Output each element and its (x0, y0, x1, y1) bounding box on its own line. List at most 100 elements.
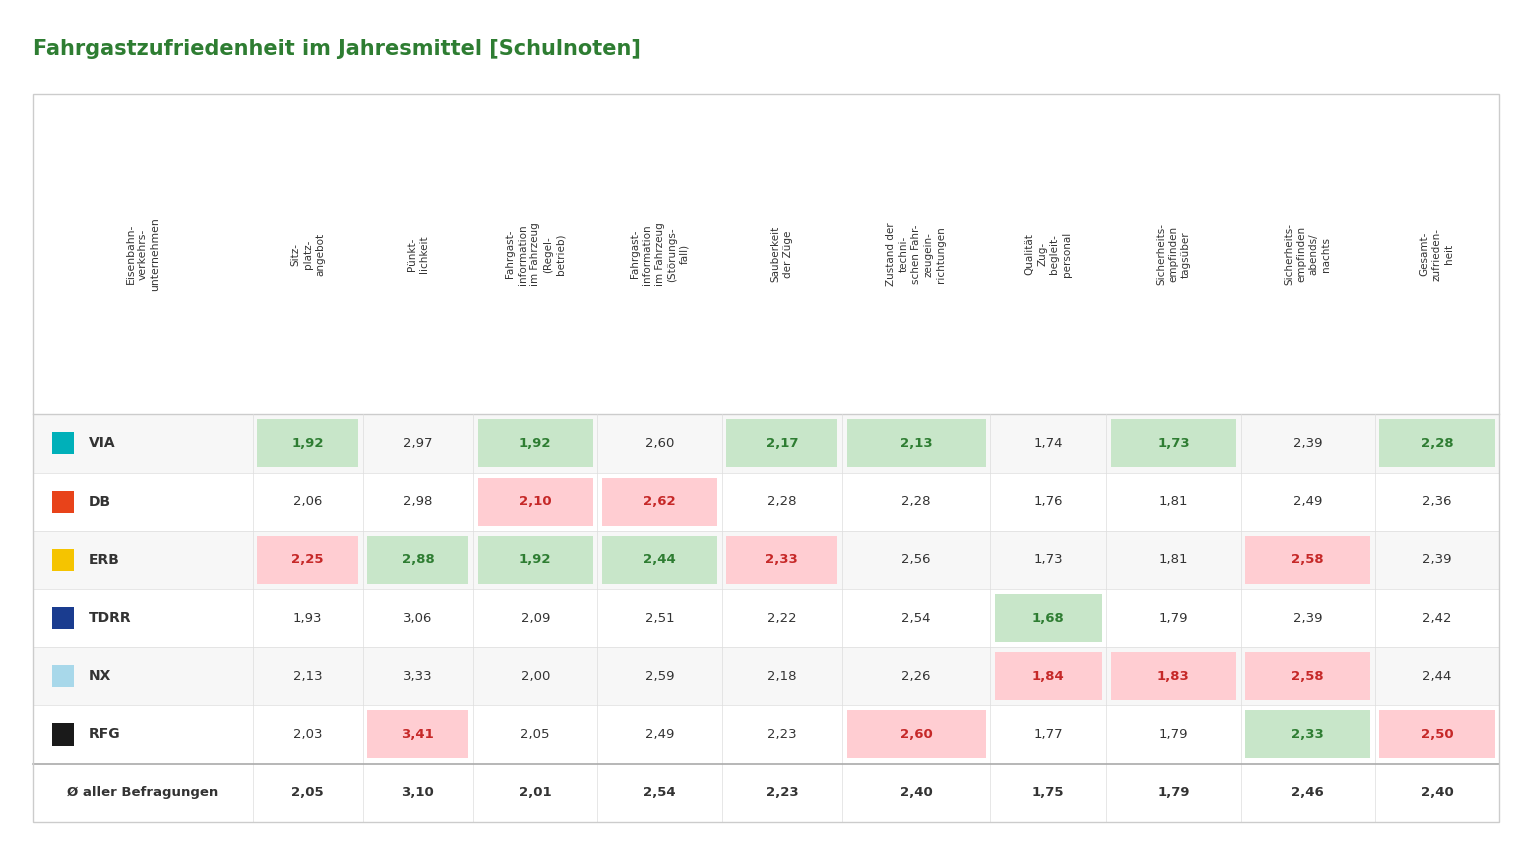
Text: Ø aller Befragungen: Ø aller Befragungen (67, 786, 219, 800)
Text: Sicherheits-
empfinden
abends/
nachts: Sicherheits- empfinden abends/ nachts (1285, 223, 1332, 285)
Text: 1,73: 1,73 (1033, 553, 1062, 567)
Text: 2,13: 2,13 (292, 669, 323, 683)
Text: 2,40: 2,40 (900, 786, 933, 800)
Text: 1,68: 1,68 (1032, 611, 1065, 625)
Text: Sitz-
platz-
angebot: Sitz- platz- angebot (291, 233, 326, 276)
Text: 1,77: 1,77 (1033, 728, 1062, 741)
Text: 3,41: 3,41 (402, 728, 434, 741)
Text: Sauberkeit
der Züge: Sauberkeit der Züge (770, 226, 793, 282)
Bar (257, 419, 358, 467)
Text: 2,44: 2,44 (644, 553, 676, 567)
Text: 1,76: 1,76 (1033, 495, 1062, 508)
Text: 2,18: 2,18 (767, 669, 796, 683)
Text: 2,50: 2,50 (1420, 728, 1454, 741)
Text: 2,54: 2,54 (901, 611, 931, 625)
Bar (52, 665, 75, 687)
Text: 2,05: 2,05 (291, 786, 324, 800)
Text: 1,79: 1,79 (1157, 786, 1190, 800)
Text: 2,42: 2,42 (1422, 611, 1452, 625)
Text: 2,39: 2,39 (1292, 611, 1323, 625)
Text: 2,05: 2,05 (521, 728, 549, 741)
Text: 2,26: 2,26 (901, 669, 931, 683)
Text: 2,62: 2,62 (644, 495, 676, 508)
Text: 2,28: 2,28 (901, 495, 931, 508)
Text: RFG: RFG (90, 728, 120, 741)
Bar (995, 594, 1102, 642)
Bar (33, 705, 1499, 764)
Text: 2,39: 2,39 (1292, 437, 1323, 450)
Text: 2,49: 2,49 (645, 728, 674, 741)
Bar (603, 478, 717, 526)
Text: 2,54: 2,54 (644, 786, 676, 800)
Text: 2,40: 2,40 (1420, 786, 1454, 800)
Text: 2,13: 2,13 (900, 437, 933, 450)
Text: 2,98: 2,98 (403, 495, 432, 508)
Text: 2,33: 2,33 (1291, 728, 1324, 741)
Bar (1111, 652, 1236, 700)
Text: Fahrgast-
information
im Fahrzeug
(Störungs-
fall): Fahrgast- information im Fahrzeug (Störu… (630, 223, 689, 286)
Bar (33, 94, 1499, 414)
Text: 2,36: 2,36 (1422, 495, 1452, 508)
Bar (603, 536, 717, 584)
Text: 1,73: 1,73 (1157, 437, 1190, 450)
Text: 2,88: 2,88 (402, 553, 434, 567)
Text: 2,01: 2,01 (519, 786, 551, 800)
Text: 1,84: 1,84 (1032, 669, 1065, 683)
Bar (33, 473, 1499, 531)
Text: ERB: ERB (90, 553, 120, 567)
Text: 2,46: 2,46 (1291, 786, 1324, 800)
Text: 3,33: 3,33 (403, 669, 432, 683)
Text: Fahrgastzufriedenheit im Jahresmittel [Schulnoten]: Fahrgastzufriedenheit im Jahresmittel [S… (33, 39, 641, 58)
Text: 2,22: 2,22 (767, 611, 796, 625)
Text: 1,92: 1,92 (291, 437, 324, 450)
Bar (726, 419, 837, 467)
Bar (726, 536, 837, 584)
Text: 1,75: 1,75 (1032, 786, 1064, 800)
Bar (52, 607, 75, 629)
Text: Fahrgast-
information
im Fahrzeug
(Regel-
betrieb): Fahrgast- information im Fahrzeug (Regel… (505, 223, 565, 286)
Text: 1,92: 1,92 (519, 553, 551, 567)
Bar (367, 536, 469, 584)
Bar (52, 490, 75, 513)
Text: 1,79: 1,79 (1158, 728, 1189, 741)
Bar (33, 414, 1499, 473)
Bar (1379, 710, 1495, 758)
Text: 2,28: 2,28 (767, 495, 796, 508)
Text: 2,03: 2,03 (292, 728, 323, 741)
Text: 2,51: 2,51 (645, 611, 674, 625)
Text: 2,58: 2,58 (1291, 669, 1324, 683)
Text: 2,59: 2,59 (645, 669, 674, 683)
Text: Pünkt-
lichkeit: Pünkt- lichkeit (406, 235, 429, 273)
Bar (33, 589, 1499, 647)
Text: 1,74: 1,74 (1033, 437, 1062, 450)
Bar (33, 764, 1499, 822)
Bar (1245, 652, 1370, 700)
Text: 2,44: 2,44 (1422, 669, 1452, 683)
Text: Zustand der
techni-
schen Fahr-
zeugein-
richtungen: Zustand der techni- schen Fahr- zeugein-… (886, 223, 947, 286)
Text: DB: DB (90, 495, 111, 508)
Text: 2,10: 2,10 (519, 495, 551, 508)
Bar (1111, 419, 1236, 467)
Text: 2,28: 2,28 (1420, 437, 1454, 450)
Text: Gesamt-
zufrieden-
heit: Gesamt- zufrieden- heit (1420, 228, 1455, 281)
Text: 2,06: 2,06 (294, 495, 323, 508)
Bar (257, 536, 358, 584)
Bar (33, 647, 1499, 705)
Text: 1,79: 1,79 (1158, 611, 1189, 625)
Bar (478, 419, 594, 467)
Text: 2,56: 2,56 (901, 553, 931, 567)
Bar (52, 549, 75, 571)
Text: 2,58: 2,58 (1291, 553, 1324, 567)
Bar (1245, 536, 1370, 584)
Text: Qualität
Zug-
begleit-
personal: Qualität Zug- begleit- personal (1024, 232, 1071, 276)
Text: 1,81: 1,81 (1158, 495, 1189, 508)
Bar (1245, 710, 1370, 758)
Bar (33, 531, 1499, 589)
Text: 2,97: 2,97 (403, 437, 432, 450)
Text: Eisenbahn-
verkehrs-
unternehmen: Eisenbahn- verkehrs- unternehmen (126, 217, 160, 291)
Text: 2,17: 2,17 (766, 437, 798, 450)
Text: 2,49: 2,49 (1294, 495, 1323, 508)
Text: 2,23: 2,23 (766, 786, 798, 800)
Text: 1,92: 1,92 (519, 437, 551, 450)
Text: 2,23: 2,23 (767, 728, 796, 741)
